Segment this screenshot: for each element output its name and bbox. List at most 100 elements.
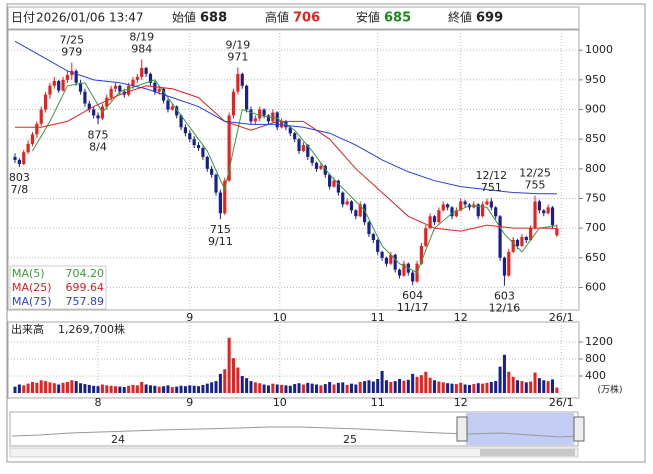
close-label: 終値 <box>448 10 472 25</box>
volume-bar <box>345 384 349 393</box>
candle-body <box>140 67 144 77</box>
candle-body <box>113 85 118 89</box>
volume-bar <box>175 386 179 393</box>
volume-bar <box>162 386 166 393</box>
candle-body <box>17 159 21 165</box>
volume-bar <box>485 382 489 393</box>
candle-body <box>485 201 489 205</box>
candle-body <box>271 112 275 122</box>
candle-body <box>105 97 109 107</box>
volume-bar <box>367 380 371 393</box>
volume-bar <box>57 384 61 393</box>
volume-bar <box>328 381 332 393</box>
candle-body <box>223 180 227 214</box>
candle-body <box>144 67 148 74</box>
candle-body <box>450 207 454 217</box>
volume-bar <box>223 369 227 393</box>
candle-body <box>258 109 262 119</box>
volume-bar <box>463 384 467 393</box>
candle-body <box>170 106 174 110</box>
candle-body <box>428 216 432 229</box>
candle-body <box>332 180 336 187</box>
volume-bar <box>315 384 319 393</box>
volume-bar <box>450 383 454 393</box>
scrollbar-track[interactable] <box>9 447 579 458</box>
y-tick-label: 800 <box>585 162 606 175</box>
candle-body <box>459 201 463 211</box>
legend-box <box>9 265 107 310</box>
candle-body <box>424 228 428 246</box>
volume-bar <box>114 386 118 393</box>
volume-bar <box>454 384 458 393</box>
volume-bar <box>83 384 87 393</box>
volume-bar <box>551 379 555 393</box>
candle-body <box>231 91 236 116</box>
volume-bar <box>542 380 546 393</box>
candle-body <box>127 85 131 95</box>
candle-body <box>476 204 480 217</box>
candle-body <box>148 73 153 83</box>
candle-body <box>310 156 314 163</box>
volume-bar <box>227 337 231 393</box>
volume-bar <box>406 379 410 393</box>
volume-unit: (万株) <box>597 384 622 396</box>
y-tick-label: 600 <box>585 280 606 293</box>
frame <box>6 3 646 463</box>
candle-body <box>301 145 306 152</box>
legend-value: 704.20 <box>66 267 105 280</box>
volume-bar <box>358 381 362 393</box>
volume-bar <box>297 383 301 393</box>
ma-line <box>15 85 557 232</box>
x-tick-label: 12 <box>454 311 468 324</box>
volume-bar <box>79 383 83 393</box>
volume-bar <box>520 381 524 393</box>
annotation-value: 803 <box>9 171 30 184</box>
volume-bar <box>87 384 91 393</box>
volume-bar <box>354 384 358 393</box>
candle-body <box>201 148 205 157</box>
candle-body <box>205 156 209 169</box>
candle-body <box>87 103 91 110</box>
volume-bar <box>402 380 406 393</box>
candle-body <box>511 240 515 252</box>
volume-total: 1,269,700株 <box>58 322 125 336</box>
navigator-label: 24 <box>111 433 125 446</box>
navigator-handle-right[interactable] <box>573 416 585 442</box>
volume-bar <box>498 366 502 393</box>
x-tick-label: 8 <box>95 396 102 409</box>
candle-body <box>70 70 74 76</box>
volume-bar <box>546 381 550 393</box>
y-tick-label: 400 <box>585 369 606 382</box>
navigator-handle-left[interactable] <box>456 416 468 442</box>
close-value: 699 <box>476 11 503 26</box>
annotation-date: 8/4 <box>89 140 107 153</box>
volume-bar <box>363 381 367 393</box>
x-tick-label: 12 <box>454 396 468 409</box>
date-label: 日付 <box>11 11 35 25</box>
volume-bar <box>323 384 327 393</box>
x-tick-label: 11 <box>371 396 385 409</box>
annotation-date: 12/25 <box>519 167 551 180</box>
legend-name: MA(5) <box>12 267 45 280</box>
candle-body <box>109 88 113 98</box>
candle-body <box>52 81 56 86</box>
candle-body <box>245 85 249 110</box>
volume-bar <box>489 381 493 393</box>
annotation-date: 9/19 <box>226 38 251 51</box>
candle-body <box>537 201 541 211</box>
candle-body <box>83 91 87 104</box>
volume-bar <box>481 383 485 393</box>
high-label: 高値 <box>265 10 289 25</box>
candle-body <box>253 118 257 122</box>
volume-bar <box>393 381 397 393</box>
ma-line <box>14 40 557 195</box>
volume-bar <box>384 380 388 393</box>
candle-body <box>349 201 354 211</box>
candle-body <box>380 251 384 258</box>
navigator-selection[interactable] <box>466 413 574 445</box>
candle-body <box>336 180 340 193</box>
scrollbar-thumb[interactable] <box>480 449 575 456</box>
candle-body <box>135 76 139 80</box>
volume-title: 出来高 <box>11 322 44 336</box>
annotation-value: 751 <box>481 181 502 194</box>
